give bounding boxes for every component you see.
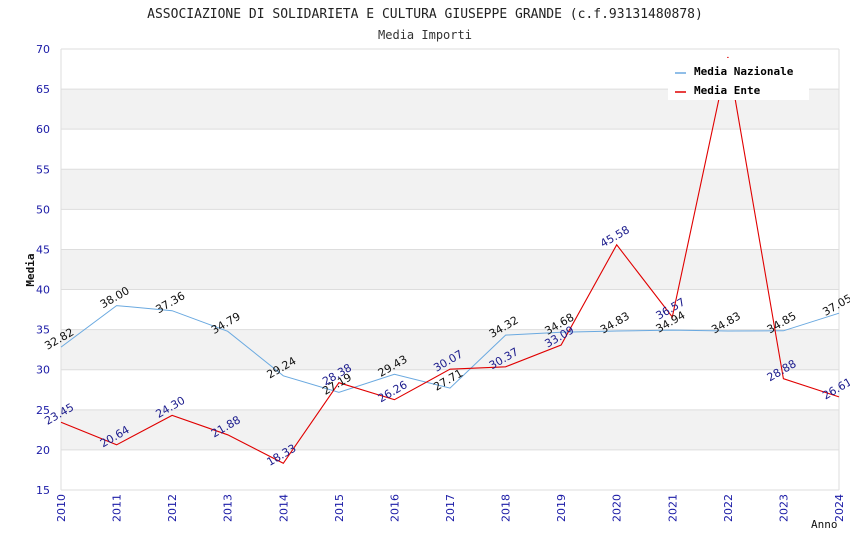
x-tick-label: 2020: [611, 494, 624, 522]
x-tick-label: 2017: [444, 494, 457, 522]
x-tick-label: 2015: [333, 494, 346, 522]
x-tick-label: 2016: [388, 494, 401, 522]
grid-band: [61, 169, 839, 210]
grid-band: [61, 249, 839, 290]
y-tick-label: 50: [36, 203, 50, 216]
x-tick-label: 2019: [555, 494, 568, 522]
series-line-media-nazionale: [60, 305, 840, 393]
y-tick-label: 45: [36, 243, 50, 256]
x-axis-label: Anno: [811, 518, 838, 531]
x-tick-label: 2013: [222, 494, 235, 522]
y-tick-label: 40: [36, 284, 50, 297]
grid-lines: [60, 48, 840, 491]
grid-bands: [61, 89, 839, 450]
y-tick-label: 25: [36, 404, 50, 417]
x-tick-label: 2022: [722, 494, 735, 522]
x-tick-label: 2010: [55, 494, 68, 522]
y-axis-label: Media: [24, 253, 37, 286]
y-axis-ticks: 15 20 25 30 35 40 45 50 55 60 65 70: [36, 43, 50, 497]
y-tick-label: 35: [36, 324, 50, 337]
x-tick-label: 2024: [833, 494, 846, 522]
x-tick-label: 2012: [166, 494, 179, 522]
legend-label-media-ente: Media Ente: [694, 84, 761, 97]
legend-background: [668, 58, 809, 100]
chart-subtitle: Media Importi: [378, 28, 472, 42]
x-tick-label: 2014: [277, 494, 290, 522]
y-tick-label: 60: [36, 123, 50, 136]
series-lines: [60, 56, 840, 465]
y-tick-label: 70: [36, 43, 50, 56]
y-tick-label: 20: [36, 444, 50, 457]
data-label: 26.26: [376, 378, 410, 405]
legend: Media Nazionale Media Ente: [668, 58, 809, 100]
x-tick-label: 2011: [111, 494, 124, 522]
grid-band: [61, 409, 839, 450]
x-tick-label: 2023: [777, 494, 790, 522]
y-tick-label: 55: [36, 163, 50, 176]
data-label: 37.36: [154, 289, 188, 316]
data-label: 45.58: [598, 223, 632, 250]
y-tick-label: 65: [36, 83, 50, 96]
series-line-media-ente: [60, 56, 840, 465]
y-tick-label: 30: [36, 364, 50, 377]
data-label: 26.61: [820, 375, 850, 402]
chart-title: ASSOCIAZIONE DI SOLIDARIETA E CULTURA GI…: [147, 7, 703, 22]
x-tick-label: 2018: [500, 494, 513, 522]
grid-band: [61, 329, 839, 370]
y-tick-label: 15: [36, 484, 50, 497]
x-tick-label: 2021: [666, 494, 679, 522]
legend-label-media-nazionale: Media Nazionale: [694, 65, 794, 78]
x-axis-ticks: 2010 2011 2012 2013 2014 2015 2016 2017 2018 2019…: [55, 494, 846, 522]
